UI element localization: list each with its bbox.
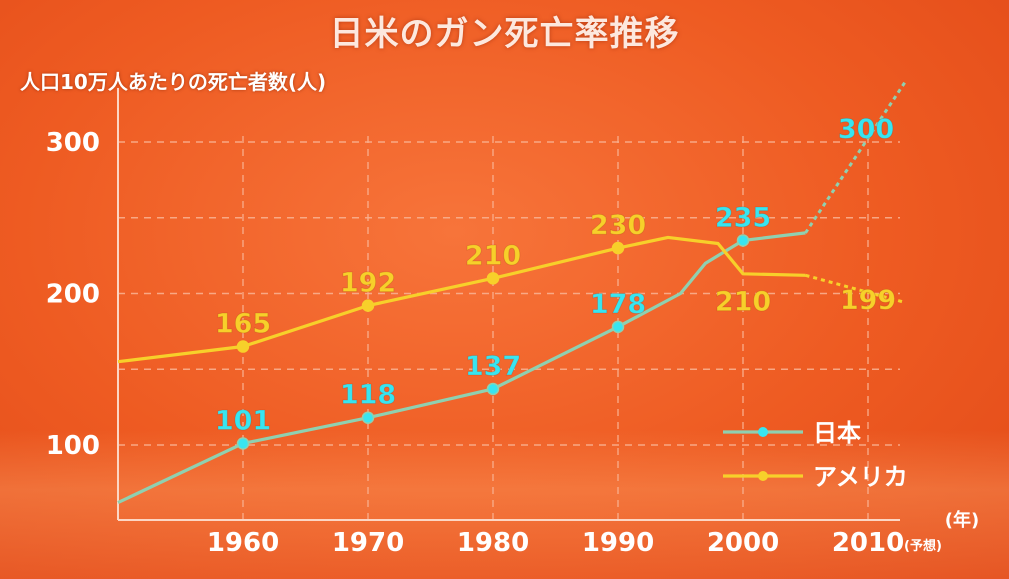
data-label: 165: [215, 309, 271, 340]
x-tick-label: 1970: [332, 528, 404, 558]
background-glow: [0, 430, 1009, 579]
data-label: 210: [465, 240, 521, 271]
series-layer: 101 118 137 178 235 300 165 192 210 230 210 199: [117, 80, 907, 505]
data-label: 230: [590, 210, 646, 241]
data-label: 192: [340, 268, 396, 299]
legend-label: 日本: [813, 419, 861, 447]
data-point: [611, 241, 625, 255]
y-tick-label: 100: [46, 431, 100, 461]
x-tick-label: 2000: [707, 528, 779, 558]
series-line: [117, 235, 806, 364]
data-label: 199: [840, 285, 896, 316]
data-point: [611, 320, 625, 334]
series-projection-line: [805, 273, 906, 305]
legend-marker: [758, 427, 768, 437]
data-label: 101: [215, 405, 271, 436]
y-tick-label: 200: [46, 280, 100, 310]
x-axis-label: (年): [945, 509, 979, 531]
data-point: [361, 411, 375, 424]
series-projection-line: [804, 80, 907, 234]
data-point: [486, 272, 500, 285]
data-point: [361, 299, 375, 312]
legend-label: アメリカ: [813, 463, 908, 491]
grid-lines: [118, 136, 900, 520]
axes: 100 200 300 1960 1970 1980 1990 2000 2010 (予想)(年): [46, 88, 979, 558]
y-tick-label: 300: [46, 128, 100, 158]
series-line: [117, 231, 806, 505]
data-label: 178: [590, 289, 646, 320]
data-point: [736, 234, 750, 247]
legend-marker: [758, 471, 768, 481]
x-tick-label: 1960: [207, 528, 279, 558]
x-tick-label: 1980: [457, 528, 529, 558]
data-point: [236, 340, 250, 353]
data-label: 210: [715, 286, 771, 317]
data-label: 300: [838, 114, 894, 145]
y-axis-label: 人口10万人あたりの死亡者数(人): [20, 70, 327, 94]
data-label: 118: [340, 380, 396, 411]
data-point: [486, 382, 500, 396]
x-tick-label: 2010: [832, 528, 904, 558]
series-0: [117, 80, 907, 505]
data-point: [236, 437, 250, 450]
x-tick-suffix: (予想): [904, 538, 942, 554]
data-label: 137: [465, 351, 521, 382]
chart-title: 日米のガン死亡率推移: [329, 14, 680, 54]
series-1: [117, 235, 906, 364]
x-tick-label: 1990: [582, 528, 654, 558]
data-label: 235: [715, 202, 771, 233]
